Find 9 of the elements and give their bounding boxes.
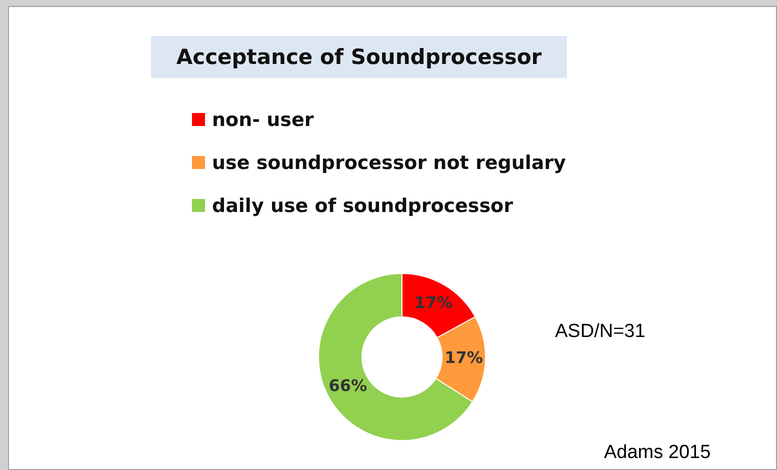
chart-title: Acceptance of Soundprocessor: [151, 36, 567, 78]
text: Adams 2015: [604, 442, 711, 464]
legend-label: daily use of soundprocessor: [212, 194, 513, 216]
text: ASD/N=31: [555, 321, 646, 343]
data-label: 66%: [328, 376, 367, 395]
legend-label: non- user: [212, 108, 314, 130]
legend-label: use soundprocessor not regulary: [212, 152, 566, 174]
data-label: 17%: [444, 348, 483, 368]
data-label: 17%: [414, 292, 453, 312]
